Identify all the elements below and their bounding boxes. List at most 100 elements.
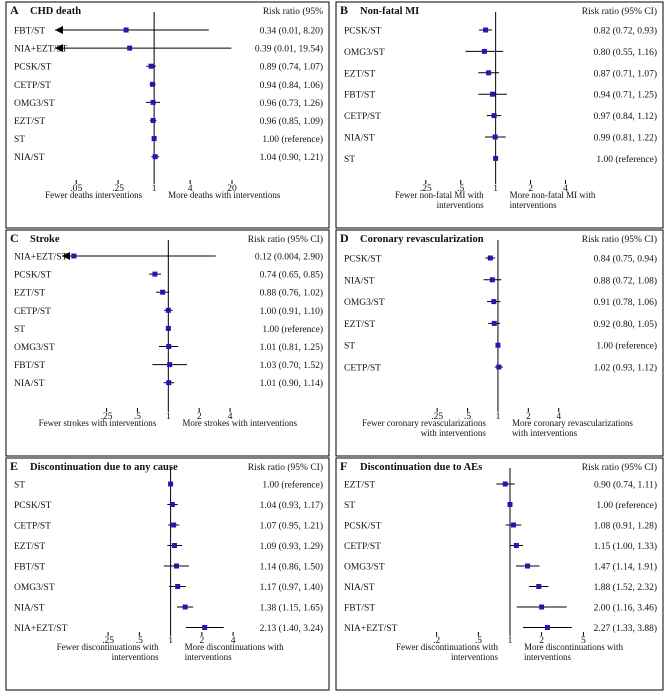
- x-tick-label: .2: [433, 636, 440, 646]
- row-label: OMG3/ST: [344, 48, 385, 58]
- left-direction-note: interventions: [112, 652, 159, 662]
- panel-title: Discontinuation due to AEs: [360, 462, 482, 473]
- row-label: ST: [14, 481, 25, 491]
- point-estimate-marker: [175, 584, 181, 589]
- x-tick-label: 2: [528, 184, 533, 194]
- row-risk-ratio: 1.04 (0.93, 1.17): [260, 500, 323, 511]
- row-risk-ratio: 0.87 (0.71, 1.07): [594, 68, 657, 79]
- point-estimate-marker: [525, 563, 531, 569]
- row-risk-ratio: 0.39 (0.01, 19.54): [255, 44, 323, 55]
- risk-ratio-header: Risk ratio (95% CI): [248, 234, 323, 245]
- forest-row: EZT/ST 0.88 (0.76, 1.02): [14, 288, 323, 299]
- point-estimate-marker: [127, 45, 133, 51]
- left-direction-note: interventions: [437, 200, 484, 210]
- risk-ratio-header: Risk ratio (95%: [263, 6, 323, 17]
- ci-truncation-arrow: [55, 26, 63, 34]
- row-risk-ratio: 0.89 (0.74, 1.07): [260, 62, 323, 73]
- row-risk-ratio: 0.74 (0.65, 0.85): [260, 270, 323, 281]
- row-risk-ratio: 1.38 (1.15, 1.65): [260, 603, 323, 614]
- row-risk-ratio: 1.03 (0.70, 1.52): [260, 360, 323, 371]
- row-risk-ratio: 1.00 (reference): [262, 324, 323, 335]
- row-label: OMG3/ST: [14, 99, 55, 109]
- x-tick-label: 1: [493, 184, 498, 194]
- point-estimate-marker: [536, 584, 542, 589]
- row-label: CETP/ST: [14, 307, 51, 317]
- x-tick-label: 2: [199, 636, 204, 646]
- x-tick-label: 1: [166, 412, 171, 422]
- x-tick-label: 1: [168, 636, 173, 646]
- point-estimate-marker: [511, 522, 517, 528]
- left-direction-note: with interventions: [421, 428, 487, 438]
- x-tick-label: 4: [563, 184, 568, 194]
- forest-row: EZT/ST 0.92 (0.80, 1.05): [344, 319, 657, 330]
- point-estimate-marker: [491, 320, 497, 326]
- risk-ratio-header: Risk ratio (95% CI): [248, 462, 323, 473]
- row-risk-ratio: 0.94 (0.71, 1.25): [594, 90, 657, 101]
- forest-row: NIA/ST 1.04 (0.90, 1.21): [14, 152, 323, 163]
- forest-row: NIA+EZT/ST 2.27 (1.33, 3.88): [344, 623, 657, 634]
- forest-row: OMG3/ST 0.91 (0.78, 1.06): [344, 297, 657, 308]
- row-label: CETP/ST: [14, 81, 51, 91]
- forest-row: ST 1.00 (reference): [14, 134, 323, 145]
- x-tick-label: 2: [539, 636, 544, 646]
- row-risk-ratio: 1.17 (0.97, 1.40): [260, 582, 323, 593]
- right-direction-note: interventions: [510, 200, 557, 210]
- row-label: NIA/ST: [14, 604, 45, 614]
- point-estimate-marker: [489, 277, 495, 283]
- point-estimate-marker: [166, 344, 172, 349]
- x-tick-label: .25: [102, 636, 114, 646]
- panel-title: Coronary revascularization: [360, 234, 484, 245]
- point-estimate-marker: [502, 481, 508, 487]
- row-risk-ratio: 1.15 (1.00, 1.33): [594, 541, 657, 552]
- row-risk-ratio: 1.88 (1.52, 2.32): [594, 582, 657, 593]
- panel-letter: A: [10, 3, 19, 17]
- forest-row: NIA/ST 1.01 (0.90, 1.14): [14, 378, 323, 389]
- forest-row: ST 1.00 (reference): [344, 154, 657, 165]
- right-direction-note: More coronary revascularizations: [512, 418, 633, 428]
- x-tick-label: 4: [556, 412, 561, 422]
- row-risk-ratio: 1.47 (1.14, 1.91): [594, 562, 657, 573]
- x-tick-label: .5: [475, 636, 482, 646]
- right-direction-note: More discontinuations with: [524, 642, 623, 652]
- row-label: NIA/ST: [344, 276, 375, 286]
- forest-row: PCSK/ST 0.82 (0.72, 0.93): [344, 26, 657, 37]
- row-label: EZT/ST: [14, 117, 45, 127]
- row-label: FBT/ST: [14, 361, 45, 371]
- panel-border: [335, 229, 664, 457]
- row-risk-ratio: 0.80 (0.55, 1.16): [594, 47, 657, 58]
- row-label: NIA+EZT/ST: [344, 624, 398, 634]
- x-tick-label: .25: [420, 184, 432, 194]
- row-label: ST: [344, 501, 355, 511]
- panel-c: C Stroke Risk ratio (95% CI) .25 .5 1 2 4 Fewer …: [5, 229, 330, 457]
- row-risk-ratio: 0.91 (0.78, 1.06): [594, 297, 657, 308]
- row-risk-ratio: 1.01 (0.90, 1.14): [260, 378, 323, 389]
- x-tick-label: 1: [152, 184, 157, 194]
- forest-row: PCSK/ST 1.04 (0.93, 1.17): [14, 500, 323, 511]
- row-label: OMG3/ST: [344, 298, 385, 308]
- row-risk-ratio: 2.13 (1.40, 3.24): [260, 623, 323, 634]
- left-direction-note: Fewer discontinuations with: [57, 642, 159, 652]
- x-tick-label: .25: [431, 412, 443, 422]
- row-risk-ratio: 1.00 (reference): [596, 341, 657, 352]
- forest-row: ST 1.00 (reference): [344, 341, 657, 352]
- panel-letter: F: [340, 459, 347, 473]
- x-tick-label: 2: [526, 412, 531, 422]
- left-direction-note: Fewer strokes with interventions: [39, 418, 157, 428]
- x-tick-label: 1: [496, 412, 501, 422]
- point-estimate-marker: [123, 27, 129, 33]
- point-estimate-marker: [493, 155, 499, 161]
- x-tick-label: .5: [457, 184, 464, 194]
- row-risk-ratio: 0.88 (0.76, 1.02): [260, 288, 323, 299]
- point-estimate-marker: [495, 342, 501, 348]
- point-estimate-marker: [544, 625, 550, 630]
- row-risk-ratio: 0.97 (0.84, 1.12): [594, 111, 657, 122]
- forest-row: NIA/ST 0.88 (0.72, 1.08): [344, 275, 657, 286]
- row-label: PCSK/ST: [344, 522, 382, 532]
- forest-row: CETP/ST 0.97 (0.84, 1.12): [344, 111, 657, 122]
- x-tick-label: 4: [188, 184, 193, 194]
- panel-border: [5, 457, 330, 691]
- forest-row: PCSK/ST 0.84 (0.75, 0.94): [344, 254, 657, 265]
- panel-title: CHD death: [30, 6, 81, 17]
- panel-a: A CHD death Risk ratio (95% .05 .25 1 4 20 Fewer…: [5, 1, 330, 229]
- point-estimate-marker: [490, 91, 496, 97]
